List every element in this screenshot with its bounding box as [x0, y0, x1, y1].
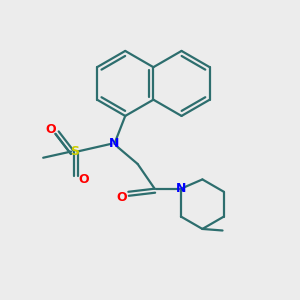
Text: N: N — [109, 137, 120, 150]
Text: O: O — [78, 173, 89, 186]
Text: S: S — [70, 145, 79, 158]
Text: O: O — [46, 123, 56, 136]
Text: O: O — [117, 191, 128, 204]
Text: N: N — [176, 182, 186, 195]
